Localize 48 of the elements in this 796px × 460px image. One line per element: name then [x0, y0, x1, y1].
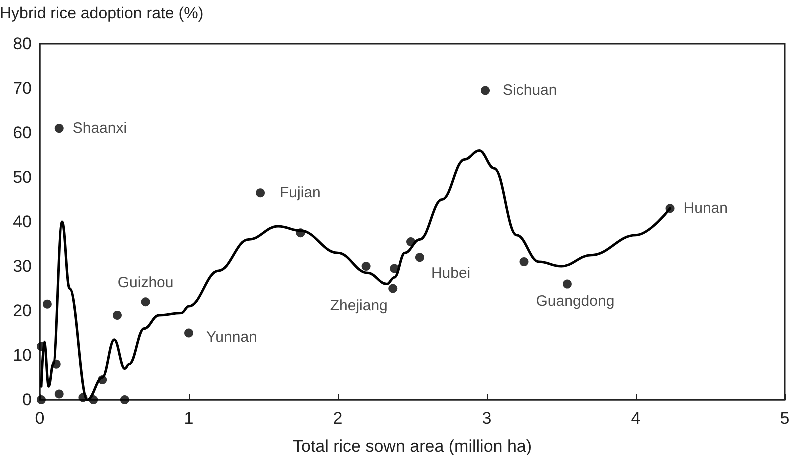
y-tick-label: 70 [13, 79, 32, 98]
point [388, 284, 398, 294]
data-label: Shaanxi [72, 120, 128, 138]
point [112, 310, 122, 320]
data-label: Guizhou [118, 274, 174, 292]
x-tick-label: 0 [35, 409, 45, 428]
y-tick-label: 40 [13, 212, 32, 232]
point [54, 124, 64, 134]
y-tick-label: 10 [13, 346, 32, 365]
point [520, 258, 529, 267]
point [54, 390, 64, 399]
data-label: Sichuan [503, 82, 558, 100]
point [98, 375, 108, 384]
point [141, 298, 150, 307]
x-axis-title: Total rice sown area (million ha) [292, 437, 532, 456]
y-tick-label: 80 [13, 34, 32, 54]
point [390, 264, 400, 274]
point [120, 396, 130, 404]
y-tick-label: 60 [13, 124, 32, 142]
point [42, 300, 52, 309]
point [406, 238, 416, 247]
data-label: Guangdong [536, 292, 615, 310]
x-tick-label: 3 [482, 409, 492, 428]
point [256, 188, 266, 198]
y-tick-label: 0 [22, 390, 32, 410]
x-tick-label: 1 [184, 409, 194, 428]
data-label: Zhejiang [330, 297, 388, 314]
point [52, 360, 61, 369]
data-label: Hubei [431, 265, 471, 282]
data-label: Fujian [280, 184, 321, 202]
point [78, 393, 88, 402]
point [666, 204, 675, 214]
point [481, 86, 490, 96]
x-tick-label: 5 [780, 409, 790, 428]
y-tick-label: 50 [13, 168, 32, 187]
data-label: Hunan [684, 200, 728, 218]
point [562, 280, 572, 289]
x-tick-label: 2 [333, 409, 343, 428]
y-axis-title: Hybrid rice adoption rate (%) [0, 6, 204, 22]
point [184, 328, 194, 338]
y-tick-label: 30 [13, 257, 32, 276]
point [89, 396, 98, 404]
point [362, 262, 371, 271]
x-tick-label: 4 [631, 409, 641, 428]
y-tick-label: 20 [13, 302, 32, 320]
data-label: Yunnan [206, 328, 258, 346]
point [296, 228, 306, 238]
point [415, 253, 424, 262]
